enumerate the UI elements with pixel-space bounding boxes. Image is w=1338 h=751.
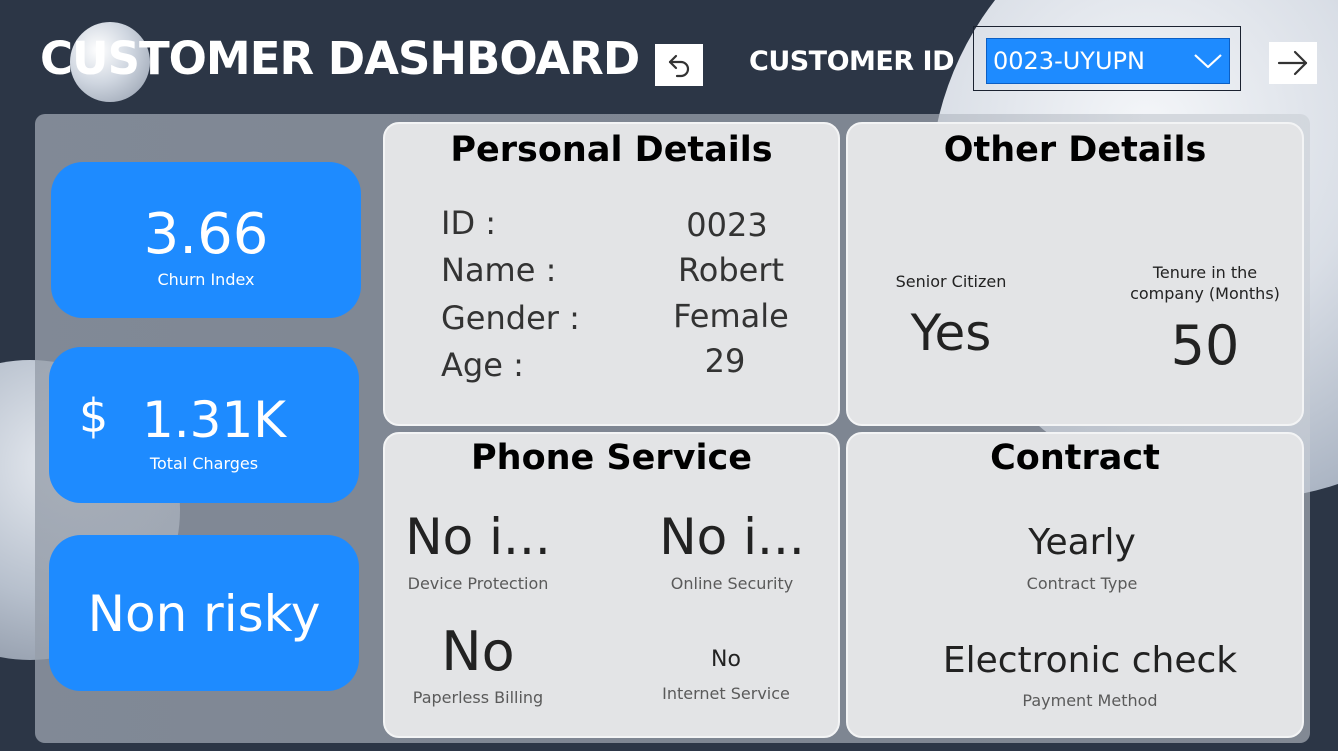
next-button[interactable] [1269,42,1317,84]
total-charges-card: $ 1.31K Total Charges [49,347,359,503]
payment-method-label: Payment Method [1022,691,1158,710]
internet-service-value: No [711,647,741,672]
back-button[interactable] [655,44,703,86]
other-details-title: Other Details [943,130,1207,170]
chevron-down-icon [1194,54,1222,69]
contract-type-value: Yearly [1028,522,1136,563]
online-security-label: Online Security [670,574,794,593]
paperless-billing-label: Paperless Billing [412,688,544,707]
customer-id-selected: 0023-UYUPN [993,47,1145,75]
contract-title: Contract [990,438,1160,478]
tenure-label-line2: company (Months) [1130,284,1280,303]
online-security-value: No i... [659,508,805,566]
risk-status-card: Non risky [49,535,359,691]
churn-index-value: 3.66 [143,202,269,267]
name-value: Robert [677,251,785,289]
device-protection-label: Device Protection [407,574,549,593]
total-charges-label: Total Charges [149,454,259,473]
senior-citizen-value: Yes [910,304,992,362]
risk-status-value: Non risky [87,585,321,643]
tenure-value: 50 [1170,314,1240,377]
customer-id-dropdown[interactable]: 0023-UYUPN [986,38,1230,84]
age-value: 29 [704,342,746,380]
phone-service-card: Phone Service No i... Device Protection … [383,432,840,738]
payment-method-value: Electronic check [942,640,1238,681]
total-charges-value: 1.31K [141,391,287,449]
device-protection-value: No i... [405,508,551,566]
contract-card: Contract Yearly Contract Type Electronic… [846,432,1304,738]
name-label: Name : [441,251,557,289]
internet-service-label: Internet Service [662,684,790,703]
currency-symbol: $ [79,389,109,443]
paperless-billing-value: No [441,620,515,683]
undo-arrow-icon [668,54,690,78]
gender-value: Female [673,297,789,335]
page-title: CUSTOMER DASHBOARD [40,32,640,85]
senior-citizen-label: Senior Citizen [895,272,1007,291]
id-label: ID : [441,204,497,242]
age-label: Age : [441,346,524,384]
right-arrow-icon [1277,50,1308,76]
other-details-card: Other Details Senior Citizen Yes Tenure … [846,122,1304,426]
personal-details-card: Personal Details ID : 0023 Name : Robert… [383,122,840,426]
background-sphere-small [70,22,150,102]
phone-service-title: Phone Service [471,438,752,478]
churn-index-label: Churn Index [157,270,255,289]
customer-id-slicer-frame [973,26,1241,91]
gender-label: Gender : [441,299,580,337]
churn-index-card: 3.66 Churn Index [51,162,361,318]
contract-type-label: Contract Type [1026,574,1138,593]
id-value: 0023 [686,206,768,244]
customer-id-label: CUSTOMER ID [749,46,955,77]
tenure-label-line1: Tenure in the [1152,263,1258,282]
personal-details-title: Personal Details [450,130,773,170]
